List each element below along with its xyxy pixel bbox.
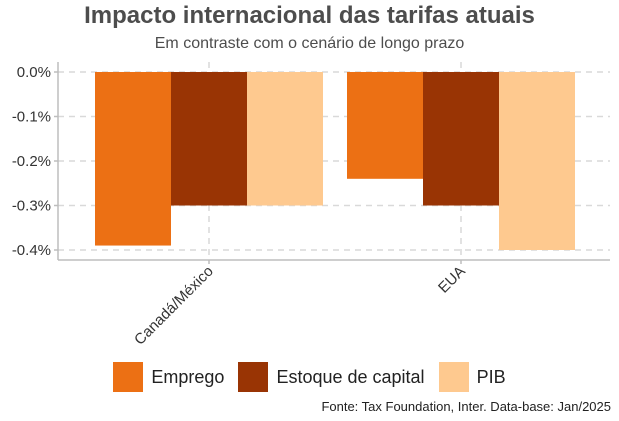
chart-title: Impacto internacional das tarifas atuais (84, 2, 535, 29)
bar-emprego-1 (347, 72, 423, 179)
legend-swatch-estoque (238, 362, 269, 392)
legend-label-estoque: Estoque de capital (276, 366, 425, 387)
legend-item-pib: PIB (438, 362, 506, 392)
legend-item-estoque: Estoque de capital (238, 362, 425, 392)
bar-pib-0 (247, 72, 323, 206)
chart-legend: Emprego Estoque de capital PIB (0, 362, 619, 392)
y-tick-label: -0.2% (12, 153, 51, 170)
legend-swatch-emprego (113, 362, 144, 392)
bar-estoque-de-capital-1 (423, 72, 499, 206)
legend-label-pib: PIB (476, 366, 506, 387)
y-tick-label: -0.4% (12, 242, 51, 259)
y-tick-label: -0.3% (12, 198, 51, 215)
x-tick-label: Canadá/México (131, 263, 217, 349)
x-tick-label: EUA (435, 263, 469, 297)
bar-emprego-0 (95, 72, 171, 246)
legend-item-emprego: Emprego (113, 362, 224, 392)
y-tick-label: 0.0% (17, 64, 51, 81)
source-note: Fonte: Tax Foundation, Inter. Data-base:… (321, 399, 611, 414)
y-tick-label: -0.1% (12, 109, 51, 126)
bar-estoque-de-capital-0 (171, 72, 247, 206)
legend-swatch-pib (438, 362, 469, 392)
legend-label-emprego: Emprego (151, 366, 225, 387)
bar-pib-1 (499, 72, 575, 250)
chart-subtitle: Em contraste com o cenário de longo praz… (154, 35, 465, 52)
